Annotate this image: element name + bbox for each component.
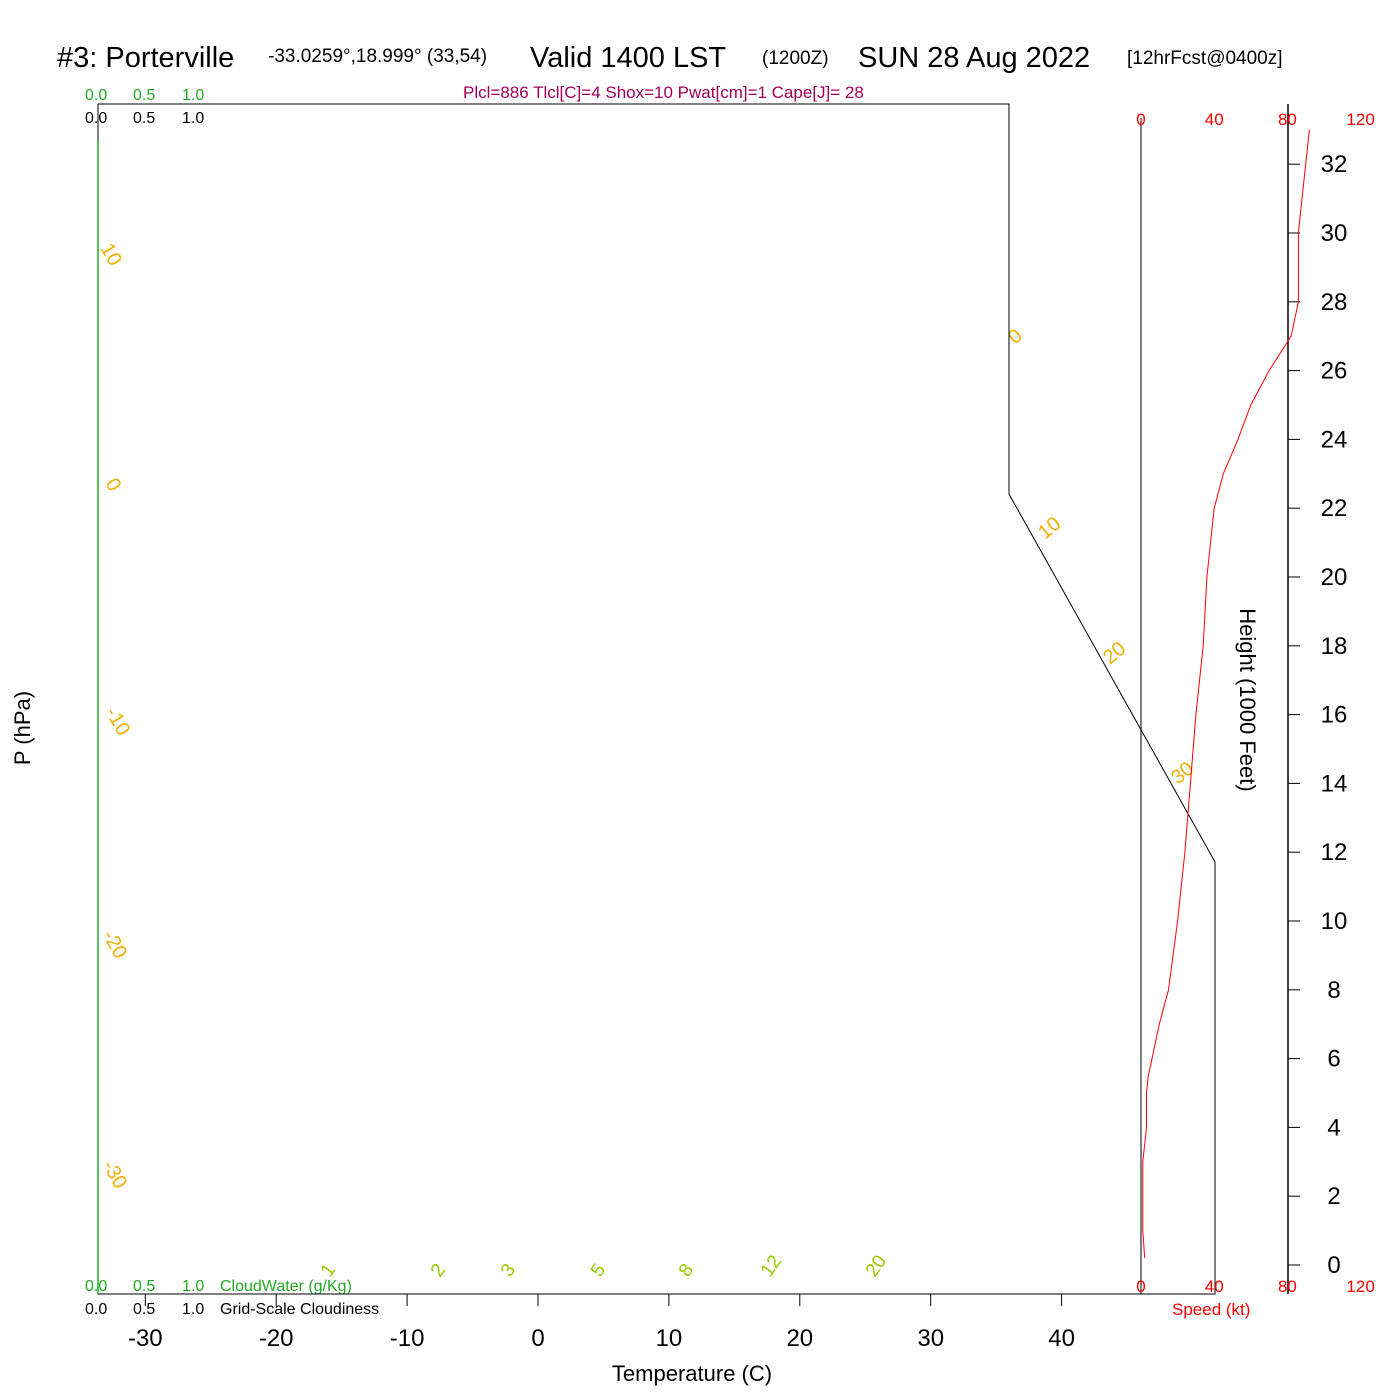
height-tick-label: 32 [1321, 151, 1348, 178]
cloudiness-scale-2: 1.0 [182, 110, 204, 127]
cloudiness-bottom-1: 0.5 [133, 1301, 155, 1318]
station-coords: -33.0259°,18.999° (33,54) [268, 46, 487, 67]
height-tick-label: 28 [1321, 289, 1348, 316]
height-tick-label: 10 [1321, 908, 1348, 935]
height-tick-label: 2 [1327, 1183, 1340, 1210]
speed-tick-top: 120 [1346, 110, 1374, 129]
plot-frame [97, 103, 1216, 1295]
height-tick-label: 16 [1321, 702, 1348, 729]
isotherm-label: -30 [98, 1157, 132, 1193]
speed-tick-bottom: 40 [1205, 1277, 1224, 1296]
mixing-ratio-label: 20 [862, 1252, 891, 1281]
cloudwater-scale-1: 0.5 [133, 87, 155, 104]
valid-date: SUN 28 Aug 2022 [858, 42, 1090, 74]
frame-outline [97, 103, 1216, 1295]
height-tick-label: 20 [1321, 564, 1348, 591]
temperature-tick-label: 30 [917, 1325, 944, 1352]
isotherm-label: -20 [98, 927, 132, 963]
temperature-tick-label: 40 [1048, 1325, 1075, 1352]
cloudiness-bottom-2: 1.0 [182, 1301, 204, 1318]
temperature-tick-label: 20 [786, 1325, 813, 1352]
speed-tick-bottom: 0 [1136, 1277, 1145, 1296]
speed-axis-title: Speed (kt) [1172, 1300, 1250, 1319]
cloudiness-scale-1: 0.5 [133, 110, 155, 127]
cloudwater-scale-0: 0.0 [85, 87, 107, 104]
isotherm-label: 0 [101, 475, 126, 496]
height-tick-label: 0 [1327, 1252, 1340, 1279]
temperature-tick-label: 0 [531, 1325, 544, 1352]
height-tick-label: 6 [1327, 1046, 1340, 1073]
y2-axis-title: Height (1000 Feet) [1235, 608, 1260, 791]
mixing-ratio-label: 5 [587, 1260, 610, 1281]
cloudwater-bottom-2: 1.0 [182, 1278, 204, 1295]
speed-tick-top: 40 [1205, 110, 1224, 129]
speed-tick-top: 0 [1136, 110, 1145, 129]
height-tick-label: 26 [1321, 358, 1348, 385]
height-tick-label: 30 [1321, 220, 1348, 247]
speed-tick-bottom: 120 [1346, 1277, 1374, 1296]
isotherm-label: 10 [96, 240, 126, 270]
cloudwater-bottom-0: 0.0 [85, 1278, 107, 1295]
mixing-ratio-label: 8 [675, 1260, 698, 1281]
height-tick-label: 18 [1321, 633, 1348, 660]
cloudwater-scale-2: 1.0 [182, 87, 204, 104]
wind-panel: 0246810121416182022242628303200404080801… [1136, 104, 1375, 1296]
valid-time: Valid 1400 LST [530, 42, 726, 74]
temperature-tick-label: -20 [259, 1325, 294, 1352]
mixing-ratio-label: 3 [497, 1260, 520, 1281]
height-tick-label: 4 [1327, 1114, 1340, 1141]
height-tick-label: 24 [1321, 426, 1348, 453]
mixing-ratio-labels: 1 2 3 5 8 12 20 [317, 1252, 891, 1281]
height-tick-label: 14 [1321, 770, 1348, 797]
x-axis-title: Temperature (C) [612, 1361, 772, 1386]
cloudiness-label: Grid-Scale Cloudiness [220, 1301, 379, 1318]
cloudiness-scale-0: 0.0 [85, 110, 107, 127]
height-tick-label: 8 [1327, 977, 1340, 1004]
mixing-ratio-label: 12 [757, 1252, 786, 1281]
station-title: #3: Porterville [57, 42, 234, 74]
mixing-ratio-label: 2 [427, 1260, 450, 1281]
temperature-tick-label: -30 [128, 1325, 163, 1352]
speed-tick-bottom: 80 [1278, 1277, 1297, 1296]
cloudiness-bottom-0: 0.0 [85, 1301, 107, 1318]
isotherm-label: 0 [1004, 325, 1027, 349]
cloudwater-label: CloudWater (g/Kg) [220, 1278, 352, 1295]
temperature-tick-label: -10 [390, 1325, 425, 1352]
temperature-tick-label: 10 [656, 1325, 683, 1352]
cloudwater-bottom-1: 0.5 [133, 1278, 155, 1295]
forecast-label: [12hrFcst@0400z] [1127, 48, 1283, 69]
y-axis-title: P (hPa) [10, 691, 35, 765]
height-tick-label: 12 [1321, 839, 1348, 866]
isotherm-label: 10 [1034, 513, 1065, 544]
isotherm-label: -10 [101, 704, 135, 740]
speed-tick-top: 80 [1278, 110, 1297, 129]
utc-time: (1200Z) [762, 48, 829, 69]
sounding-params: Plcl=886 Tlcl[C]=4 Shox=10 Pwat[cm]=1 Ca… [463, 83, 864, 102]
wind-speed-profile [1142, 129, 1310, 1259]
height-tick-label: 22 [1321, 495, 1348, 522]
